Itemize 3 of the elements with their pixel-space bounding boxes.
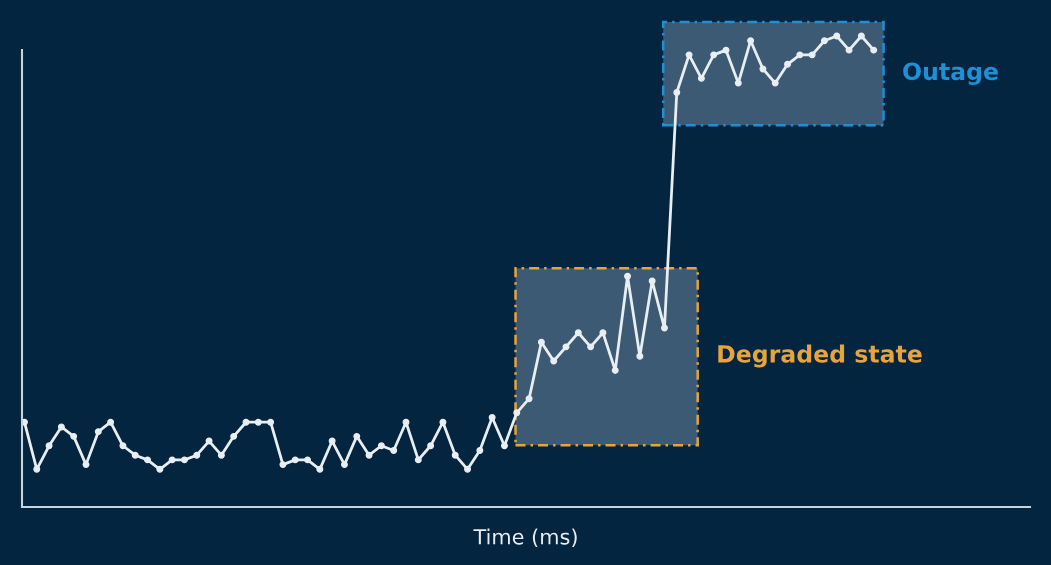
text: Outage <box>903 62 998 85</box>
x-axis-title: Time (ms) <box>473 528 577 548</box>
annotation: Degraded state <box>718 344 922 368</box>
